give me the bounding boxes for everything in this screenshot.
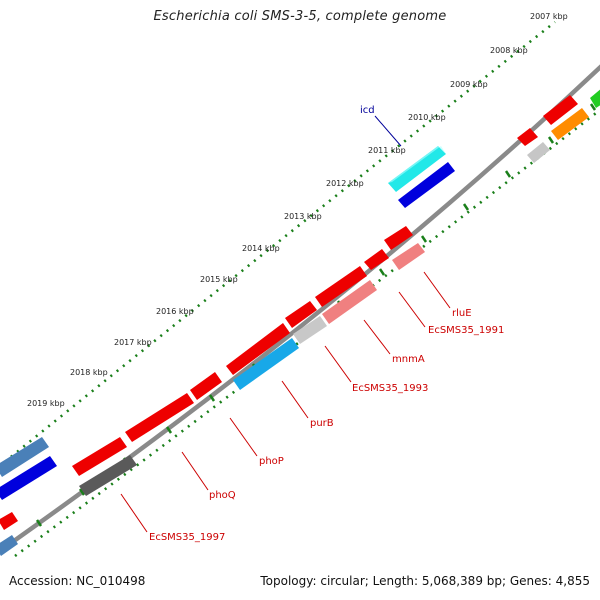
kbp-tick-2010: 2010 kbp bbox=[408, 113, 446, 122]
kbp-tick-labels: 2007 kbp 2008 kbp 2009 kbp 2010 kbp 2011… bbox=[27, 12, 568, 408]
gene-rluE-outer[interactable] bbox=[384, 226, 413, 250]
gene-purB[interactable] bbox=[233, 338, 299, 390]
kbp-tick-2011: 2011 kbp bbox=[368, 146, 406, 155]
gene-label-purB[interactable]: purB bbox=[310, 418, 334, 429]
gene-label-phoP[interactable]: phoP bbox=[259, 456, 284, 467]
kbp-tick-2018: 2018 kbp bbox=[70, 368, 108, 377]
gene-blue-2012[interactable] bbox=[398, 162, 455, 208]
gene-label-phoQ[interactable]: phoQ bbox=[209, 490, 236, 501]
gene-red-2017a[interactable] bbox=[190, 372, 222, 400]
gene-mnmA-grey[interactable] bbox=[293, 316, 327, 344]
gene-features bbox=[0, 88, 600, 556]
gene-labels: icd rluE EcSMS35_1991 mnmA EcSMS35_1993 … bbox=[149, 105, 504, 543]
gene-label-icd[interactable]: icd bbox=[360, 105, 375, 116]
gene-red-2014a[interactable] bbox=[315, 266, 367, 307]
kbp-tick-2015: 2015 kbp bbox=[200, 275, 238, 284]
kbp-tick-2009: 2009 kbp bbox=[450, 80, 488, 89]
gene-red-small-2010[interactable] bbox=[517, 128, 538, 146]
gene-red-left-small[interactable] bbox=[0, 512, 18, 530]
gene-red-2018a[interactable] bbox=[125, 393, 194, 442]
map-title: Escherichia coli SMS-3-5, complete genom… bbox=[153, 9, 447, 24]
genome-backbone bbox=[0, 64, 600, 554]
gene-green-2008[interactable] bbox=[590, 88, 600, 108]
accession-text: Accession: NC_010498 bbox=[9, 574, 146, 588]
gene-EcSMS35-1997[interactable] bbox=[79, 455, 137, 496]
gene-red-2019a[interactable] bbox=[72, 437, 127, 476]
kbp-tick-2016: 2016 kbp bbox=[156, 307, 194, 316]
gene-rluE[interactable] bbox=[392, 243, 425, 270]
gene-steel-left[interactable] bbox=[0, 437, 49, 477]
gene-label-mnmA[interactable]: mnmA bbox=[392, 354, 425, 365]
gene-label-EcSMS35-1991[interactable]: EcSMS35_1991 bbox=[428, 325, 504, 336]
gene-blue-left[interactable] bbox=[0, 456, 57, 500]
label-leaders bbox=[120, 115, 451, 533]
gene-icd-cyan[interactable] bbox=[388, 146, 446, 192]
gene-label-EcSMS35-1997[interactable]: EcSMS35_1997 bbox=[149, 532, 225, 543]
kbp-tick-2012: 2012 kbp bbox=[326, 179, 364, 188]
kbp-tick-2014: 2014 kbp bbox=[242, 244, 280, 253]
kbp-tick-2013: 2013 kbp bbox=[284, 212, 322, 221]
gene-red-2015a[interactable] bbox=[285, 301, 317, 328]
gene-steel-left-2[interactable] bbox=[0, 535, 18, 556]
gene-orange-2009[interactable] bbox=[551, 108, 589, 140]
gene-red-2016a[interactable] bbox=[226, 323, 290, 375]
genome-summary-text: Topology: circular; Length: 5,068,389 bp… bbox=[260, 574, 590, 588]
gene-label-EcSMS35-1993[interactable]: EcSMS35_1993 bbox=[352, 383, 428, 394]
gene-EcSMS35-1991[interactable] bbox=[322, 280, 377, 324]
kbp-tick-2017: 2017 kbp bbox=[114, 338, 152, 347]
gene-red-2013b[interactable] bbox=[364, 249, 389, 270]
kbp-tick-2007: 2007 kbp bbox=[530, 12, 568, 21]
gene-label-rluE[interactable]: rluE bbox=[452, 308, 472, 319]
kbp-tick-2019: 2019 kbp bbox=[27, 399, 65, 408]
gene-grey-2010[interactable] bbox=[527, 142, 550, 163]
gene-red-2009[interactable] bbox=[543, 95, 578, 125]
kbp-tick-2008: 2008 kbp bbox=[490, 46, 528, 55]
